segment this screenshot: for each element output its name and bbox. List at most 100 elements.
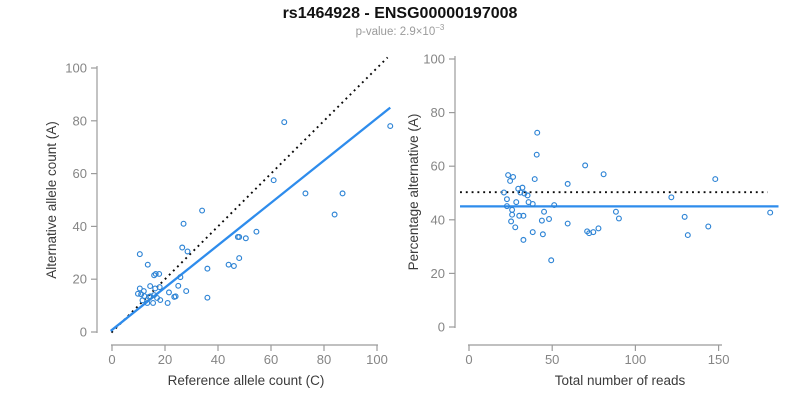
right-y-tick-label: 80	[431, 105, 445, 120]
data-point	[505, 172, 512, 179]
identity-line	[110, 56, 389, 334]
data-point	[175, 282, 182, 289]
left-y-tick-label: 100	[65, 61, 87, 76]
data-point	[529, 201, 536, 207]
data-point	[183, 288, 190, 295]
data-point	[520, 236, 527, 243]
data-point	[524, 192, 531, 199]
data-point	[184, 248, 191, 255]
data-point	[136, 251, 143, 258]
right-y-tick-label: 0	[438, 320, 445, 335]
data-point	[302, 190, 309, 197]
left-y-axis-title: Alternative allele count (A)	[44, 121, 59, 279]
data-point	[166, 289, 172, 296]
data-point	[156, 270, 163, 277]
right-x-tick-label: 0	[465, 352, 472, 367]
data-point	[225, 261, 232, 268]
data-point	[139, 297, 146, 304]
data-point	[179, 244, 186, 251]
left-y-tick-label: 80	[73, 113, 87, 128]
data-point	[157, 297, 164, 304]
figure-subtitle: p-value: 2.9×10−3	[0, 23, 800, 38]
pvalue-text: p-value: 2.9×10	[355, 25, 436, 38]
data-point	[503, 203, 510, 210]
data-point	[281, 119, 288, 126]
data-point	[387, 123, 394, 130]
pvalue-exponent: −3	[435, 23, 445, 32]
left-x-tick-label: 60	[264, 352, 278, 367]
data-point	[144, 299, 151, 306]
data-point	[513, 199, 520, 206]
data-point	[144, 261, 151, 268]
scatter-allele-counts: 0 20 40 60 80 100 0 20 40 60 80 100 Reference allele…	[44, 56, 394, 388]
left-x-axis-title: Reference allele count (C)	[168, 373, 325, 388]
data-point	[705, 223, 712, 230]
data-point	[508, 218, 515, 225]
data-point	[519, 184, 526, 191]
data-point	[510, 173, 517, 180]
data-point	[612, 208, 619, 215]
data-point	[564, 180, 571, 187]
right-x-tick-label: 150	[708, 352, 730, 367]
data-point	[136, 285, 143, 292]
data-point	[177, 274, 184, 281]
right-y-tick-label: 100	[423, 52, 445, 67]
data-point	[171, 293, 178, 300]
data-point	[534, 129, 541, 136]
data-point	[712, 176, 719, 183]
right-y-tick-label: 20	[431, 266, 445, 281]
data-point	[590, 229, 597, 236]
data-point	[146, 293, 153, 300]
data-point	[147, 283, 154, 290]
data-point	[180, 220, 187, 227]
data-point	[541, 208, 548, 215]
data-point	[551, 202, 558, 209]
data-point	[516, 212, 523, 219]
left-y-tick-label: 60	[73, 166, 87, 181]
data-point	[668, 194, 675, 201]
left-x-tick-label: 40	[211, 352, 225, 367]
data-point	[531, 176, 538, 183]
data-point	[164, 299, 171, 306]
data-point	[546, 216, 553, 222]
data-point	[236, 255, 243, 262]
data-point	[512, 224, 519, 231]
left-x-tick-label: 20	[158, 352, 172, 367]
data-point	[681, 213, 688, 220]
data-point	[331, 211, 338, 218]
data-point	[529, 229, 536, 236]
data-point	[234, 233, 241, 240]
left-x-tick-label: 0	[108, 352, 115, 367]
data-point	[204, 265, 211, 272]
data-point	[582, 162, 589, 169]
data-point	[548, 257, 555, 264]
data-point	[595, 225, 602, 232]
data-point	[253, 228, 260, 235]
right-y-axis-title: Percentage alternative (A)	[406, 114, 421, 271]
data-point	[134, 290, 141, 297]
right-y-tick-label: 60	[431, 159, 445, 174]
right-x-tick-label: 50	[545, 352, 559, 367]
data-point	[509, 211, 516, 218]
data-point	[600, 171, 607, 178]
data-point	[564, 220, 571, 227]
data-point	[152, 285, 159, 292]
figure-title: rs1464928 - ENSG00000197008	[282, 5, 518, 22]
regression-line	[109, 106, 391, 332]
data-point	[507, 177, 514, 184]
data-point	[500, 189, 507, 196]
data-point	[539, 231, 546, 238]
data-point	[503, 196, 510, 203]
scatter-percentage-reads: 0 20 40 60 80 100 0 50 100 150 Total number of rea…	[406, 52, 779, 388]
data-point	[509, 206, 516, 213]
data-point	[767, 209, 774, 216]
data-point	[270, 177, 277, 184]
data-point	[140, 288, 147, 295]
data-point	[150, 299, 157, 306]
data-point	[684, 232, 691, 239]
right-y-tick-label: 40	[431, 212, 445, 227]
data-point	[242, 235, 249, 242]
data-point	[230, 263, 237, 269]
